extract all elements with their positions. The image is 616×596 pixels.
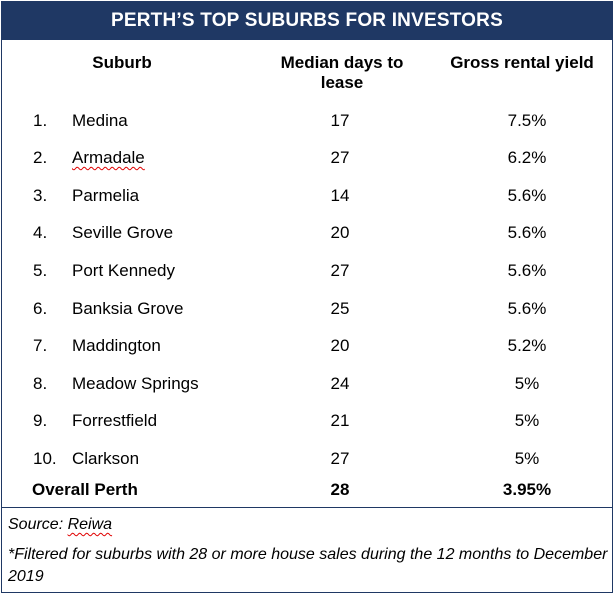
row-rank: 9. xyxy=(33,411,48,430)
overall-yield: 3.95% xyxy=(502,480,552,499)
source-prefix: Source: xyxy=(8,516,68,533)
row-suburb: Clarkson xyxy=(72,449,140,468)
row-yield: 5% xyxy=(514,411,540,430)
row-suburb: Meadow Springs xyxy=(72,374,199,393)
source-line: Source: Reiwa xyxy=(8,514,112,536)
row-rank: 5. xyxy=(33,261,48,280)
spellcheck-underline: Armadale xyxy=(72,148,145,167)
overall-days: 28 xyxy=(330,480,350,499)
column-header-gross-yield: Gross rental yield xyxy=(450,53,594,72)
divider xyxy=(2,507,612,508)
row-rank: 6. xyxy=(33,299,48,318)
row-yield: 7.5% xyxy=(507,111,547,130)
table-row: 1. Medina 17 7.5% xyxy=(2,108,612,134)
table-row: 10. Clarkson 27 5% xyxy=(2,446,612,472)
row-yield: 5.2% xyxy=(507,336,547,355)
footnote: *Filtered for suburbs with 28 or more ho… xyxy=(8,546,608,585)
row-rank: 4. xyxy=(33,223,48,242)
row-rank: 3. xyxy=(33,186,48,205)
row-suburb: Banksia Grove xyxy=(72,299,184,318)
row-suburb: Seville Grove xyxy=(72,223,174,242)
row-days: 27 xyxy=(330,148,350,167)
row-rank: 2. xyxy=(33,148,48,167)
row-days: 24 xyxy=(330,374,350,393)
table-row: 5. Port Kennedy 27 5.6% xyxy=(2,258,612,284)
row-days: 14 xyxy=(330,186,350,205)
table-row: 6. Banksia Grove 25 5.6% xyxy=(2,296,612,322)
table-row: 8. Meadow Springs 24 5% xyxy=(2,371,612,397)
row-suburb: Forrestfield xyxy=(72,411,158,430)
row-suburb: Armadale xyxy=(72,145,292,171)
row-suburb: Medina xyxy=(72,111,128,130)
row-suburb: Parmelia xyxy=(72,186,140,205)
row-yield: 5% xyxy=(514,449,540,468)
table-title: PERTH’S TOP SUBURBS FOR INVESTORS xyxy=(2,2,612,40)
row-days: 21 xyxy=(330,411,350,430)
row-suburb: Maddington xyxy=(72,336,161,355)
row-days: 25 xyxy=(330,299,350,318)
row-rank: 10. xyxy=(33,449,57,468)
table-row: 4. Seville Grove 20 5.6% xyxy=(2,220,612,246)
overall-label: Overall Perth xyxy=(32,480,138,499)
row-yield: 5.6% xyxy=(507,186,547,205)
row-rank: 1. xyxy=(33,111,48,130)
row-days: 20 xyxy=(330,336,350,355)
row-yield: 5% xyxy=(514,374,540,393)
source-name: Reiwa xyxy=(67,516,113,533)
row-rank: 7. xyxy=(33,336,48,355)
column-header-median-days: Median days to lease xyxy=(280,53,404,92)
row-yield: 5.6% xyxy=(507,223,547,242)
row-rank: 8. xyxy=(33,374,48,393)
table-row: 2. Armadale 27 6.2% xyxy=(2,145,612,171)
row-yield: 6.2% xyxy=(507,148,547,167)
row-days: 20 xyxy=(330,223,350,242)
table-row: 9. Forrestfield 21 5% xyxy=(2,408,612,434)
row-yield: 5.6% xyxy=(507,299,547,318)
row-yield: 5.6% xyxy=(507,261,547,280)
row-days: 27 xyxy=(330,261,350,280)
row-days: 27 xyxy=(330,449,350,468)
column-header-suburb: Suburb xyxy=(92,53,152,72)
table-row: 3. Parmelia 14 5.6% xyxy=(2,183,612,209)
row-days: 17 xyxy=(330,111,350,130)
row-suburb: Port Kennedy xyxy=(72,261,176,280)
overall-row: Overall Perth 28 3.95% xyxy=(2,477,612,503)
table-row: 7. Maddington 20 5.2% xyxy=(2,333,612,359)
